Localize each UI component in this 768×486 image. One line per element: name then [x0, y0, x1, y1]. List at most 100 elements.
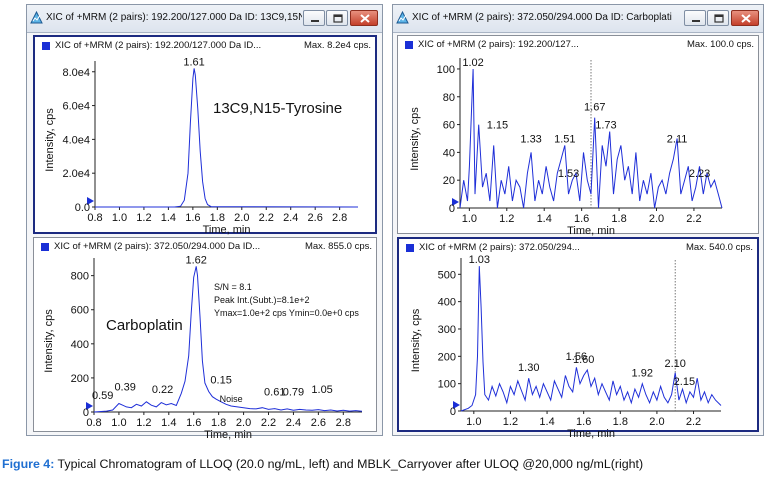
peak-label: 0.59	[92, 390, 113, 402]
window-titlebar[interactable]: XIC of +MRM (2 pairs): 372.050/294.000 D…	[393, 5, 763, 33]
peak-label: 1.56	[566, 351, 587, 363]
chromatogram-pane-tyrosine[interactable]: XIC of +MRM (2 pairs): 192.200/127.000 D…	[33, 35, 377, 236]
peak-label: 1.53	[558, 168, 579, 180]
x-tick-label: 1.4	[161, 417, 176, 429]
chromatogram-pane-blank-tyrosine[interactable]: XIC of +MRM (2 pairs): 192.200/127... Ma…	[397, 35, 759, 237]
pane-max-intensity: Max. 8.2e4 cps.	[303, 40, 371, 51]
peak-label: 1.03	[469, 254, 490, 266]
y-tick-label: 8.0e4	[62, 67, 90, 79]
maximize-button[interactable]	[326, 10, 348, 26]
chromatogram-trace	[93, 266, 363, 413]
peak-annotation: Ymax=1.0e+2 cps Ymin=0.0e+0 cps	[214, 308, 359, 318]
window-titlebar[interactable]: XIC of +MRM (2 pairs): 192.200/127.000 D…	[27, 5, 382, 33]
peak-label: 1.05	[311, 384, 332, 396]
chromatogram-trace	[95, 68, 359, 208]
close-icon	[360, 14, 370, 23]
x-tick-label: 2.2	[686, 416, 701, 428]
baseline-cursor-icon	[453, 401, 460, 409]
chromatogram-pane-carboplatin[interactable]: XIC of +MRM (2 pairs): 372.050/294.000 D…	[33, 237, 377, 441]
chromatogram-pane-blank-carboplatin[interactable]: XIC of +MRM (2 pairs): 372.050/294... Ma…	[397, 237, 759, 440]
x-tick-label: 1.4	[539, 416, 554, 428]
peak-annotation: S/N = 8.1	[214, 282, 252, 292]
peak-label: 1.15	[487, 120, 508, 132]
window-title: XIC of +MRM (2 pairs): 192.200/127.000 D…	[46, 12, 302, 23]
pane-title: XIC of +MRM (2 pairs): 372.050/294.000 D…	[54, 241, 261, 252]
y-tick-label: 0	[83, 407, 89, 419]
y-tick-label: 4.0e4	[62, 134, 90, 146]
minimize-icon	[311, 20, 319, 22]
pane-header: XIC of +MRM (2 pairs): 192.200/127... Ma…	[398, 36, 758, 54]
figure-caption: Figure 4: Typical Chromatogram of LLOQ (…	[2, 457, 768, 471]
x-tick-label: 1.4	[537, 213, 552, 225]
x-tick-label: 1.2	[499, 213, 514, 225]
analyst-app-icon	[30, 11, 43, 24]
maximize-icon	[333, 14, 343, 23]
chromatogram-plot[interactable]: 1.0 1.2 1.4 1.6 1.8 2.0 2.2 0 20 40 60 80 100 Time, m…	[398, 36, 758, 237]
peak-label: 0.79	[283, 386, 304, 398]
x-tick-label: 1.2	[136, 417, 151, 429]
x-tick-label: 2.0	[234, 212, 249, 224]
peak-label: 1.61	[183, 56, 204, 68]
trace-color-marker	[406, 244, 414, 252]
x-tick-label: 1.6	[574, 213, 589, 225]
maximize-button[interactable]	[707, 10, 729, 26]
peak-label: 1.02	[462, 57, 483, 69]
x-tick-label: 1.0	[462, 213, 477, 225]
y-tick-label: 200	[438, 351, 456, 363]
y-tick-label: 40	[443, 147, 455, 159]
peak-label: 1.73	[595, 120, 616, 132]
window-title: XIC of +MRM (2 pairs): 372.050/294.000 D…	[412, 12, 672, 23]
figure-caption-label: Figure 4:	[2, 457, 55, 471]
chromatogram-plot[interactable]: 0.8 1.0 1.2 1.4 1.6 1.8 2.0 2.2 2.4 2.6 2.8 0.0 2.0e…	[35, 37, 375, 236]
peak-label: 1.30	[518, 362, 539, 374]
window-lloq: XIC of +MRM (2 pairs): 192.200/127.000 D…	[26, 4, 383, 441]
pane-max-intensity: Max. 540.0 cps.	[685, 242, 753, 253]
chromatogram-trace	[460, 266, 722, 412]
x-tick-label: 1.8	[613, 416, 628, 428]
x-tick-label: 1.0	[466, 416, 481, 428]
trace-color-marker	[42, 42, 50, 50]
x-tick-label: 1.2	[136, 212, 151, 224]
baseline-cursor-icon	[452, 198, 459, 206]
y-tick-label: 200	[71, 373, 89, 385]
pane-title: XIC of +MRM (2 pairs): 192.200/127...	[418, 39, 579, 50]
y-axis-label: Intensity, cps	[409, 107, 421, 171]
peak-label: 1.33	[520, 133, 541, 145]
chromatogram-plot[interactable]: 0.8 1.0 1.2 1.4 1.6 1.8 2.0 2.2 2.4 2.6 2.8 0 200 400…	[34, 238, 376, 441]
peak-label: 1.92	[632, 368, 653, 380]
x-tick-label: 1.0	[111, 417, 126, 429]
analyst-app-icon	[396, 11, 409, 24]
x-tick-label: 2.0	[236, 417, 251, 429]
y-tick-label: 20	[443, 175, 455, 187]
minimize-button[interactable]	[303, 10, 325, 26]
x-tick-label: 1.0	[112, 212, 127, 224]
x-tick-label: 2.2	[259, 212, 274, 224]
pane-max-intensity: Max. 100.0 cps.	[686, 39, 754, 50]
peak-label: 1.67	[584, 101, 605, 113]
x-tick-label: 2.2	[261, 417, 276, 429]
window-carryover: XIC of +MRM (2 pairs): 372.050/294.000 D…	[392, 4, 764, 440]
peak-label: 1.51	[554, 133, 575, 145]
x-tick-label: 0.8	[86, 417, 101, 429]
y-tick-label: 400	[438, 297, 456, 309]
chromatogram-plot[interactable]: 1.0 1.2 1.4 1.6 1.8 2.0 2.2 0 100 200 300 400 500 Tim…	[399, 239, 757, 440]
noise-label: Noise	[220, 394, 243, 404]
x-tick-label: 2.4	[286, 417, 301, 429]
minimize-button[interactable]	[684, 10, 706, 26]
y-tick-label: 100	[438, 379, 456, 391]
peak-label: 0.15	[210, 374, 231, 386]
x-axis-label: Time, min	[204, 429, 252, 441]
peak-label: 1.62	[186, 254, 207, 266]
x-tick-label: 1.8	[211, 417, 226, 429]
peak-label: 2.10	[665, 358, 686, 370]
x-tick-label: 2.8	[332, 212, 347, 224]
close-button[interactable]	[350, 10, 378, 26]
pane-max-intensity: Max. 855.0 cps.	[304, 241, 372, 252]
y-tick-label: 0	[449, 203, 455, 215]
minimize-icon	[692, 20, 700, 22]
x-tick-label: 1.6	[185, 212, 200, 224]
pane-title: XIC of +MRM (2 pairs): 372.050/294...	[419, 242, 580, 253]
x-tick-label: 2.6	[308, 212, 323, 224]
close-button[interactable]	[731, 10, 759, 26]
x-tick-label: 1.4	[161, 212, 176, 224]
